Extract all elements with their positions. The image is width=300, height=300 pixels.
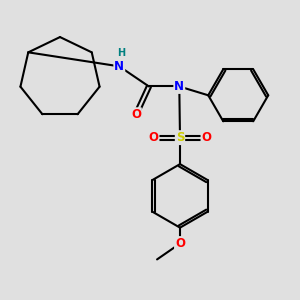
- Text: O: O: [148, 131, 158, 144]
- Text: N: N: [114, 60, 124, 73]
- Text: O: O: [175, 237, 185, 250]
- Text: S: S: [176, 131, 184, 144]
- Text: H: H: [117, 48, 125, 58]
- Text: O: O: [202, 131, 212, 144]
- Text: O: O: [131, 108, 141, 121]
- Text: N: N: [174, 80, 184, 93]
